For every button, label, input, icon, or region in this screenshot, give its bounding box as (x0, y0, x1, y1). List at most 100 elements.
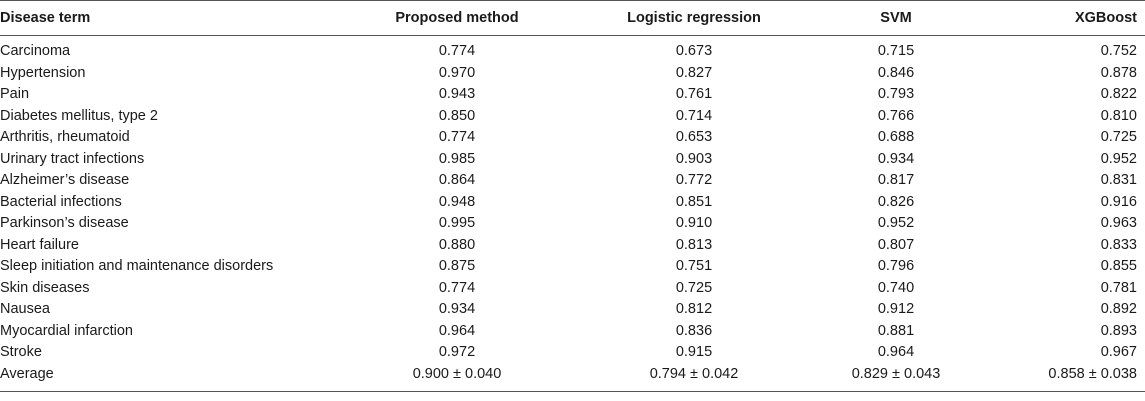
cell-svm: 0.846 (877, 64, 915, 81)
cell-svm: 0.796 (877, 258, 915, 274)
cell-xgboost: 0.752 (1100, 43, 1137, 59)
header-logistic-regression: Logistic regression (584, 0, 804, 36)
cell-logistic-regression: 0.915 (675, 344, 713, 360)
cell-proposed-method: 0.970 (438, 64, 476, 81)
table-row: Hypertension 0.970 0.827 0.846 0.878 (0, 63, 1145, 85)
cell-svm: 0.934 (877, 150, 915, 167)
table-row-average: Average 0.900 ± 0.040 0.794 ± 0.042 0.829 ±… (0, 364, 1145, 392)
cell-logistic-regression: 0.851 (675, 193, 713, 210)
cell-disease-term: Urinary tract infections (0, 150, 145, 167)
cell-logistic-regression: 0.751 (675, 258, 713, 274)
header-row: Disease term Proposed method Logistic re… (0, 0, 1145, 36)
table-row: Alzheimer’s disease 0.864 0.772 0.817 0.831 (0, 170, 1145, 192)
cell-xgboost: 0.893 (1100, 322, 1137, 339)
table-row: Urinary tract infections 0.985 0.903 0.934 0… (0, 149, 1145, 171)
table-row: Sleep initiation and maintenance disorde… (0, 256, 1145, 278)
table-body: Carcinoma 0.774 0.673 0.715 0.752 Hypertensio… (0, 36, 1145, 392)
header-xgboost: XGBoost (988, 0, 1145, 36)
table-row: Parkinson’s disease 0.995 0.910 0.952 0.963 (0, 213, 1145, 235)
cell-xgboost: 0.822 (1100, 86, 1137, 102)
cell-logistic-regression: 0.673 (675, 43, 713, 59)
cell-svm: 0.766 (877, 107, 915, 124)
cell-logistic-regression: 0.725 (675, 279, 713, 296)
header-proposed-method: Proposed method (330, 0, 584, 36)
table-row: Diabetes mellitus, type 2 0.850 0.714 0.766… (0, 106, 1145, 128)
table-row: Heart failure 0.880 0.813 0.807 0.833 (0, 235, 1145, 257)
cell-proposed-method: 0.774 (438, 129, 476, 145)
cell-svm: 0.826 (877, 193, 915, 210)
cell-svm: 0.912 (877, 301, 915, 317)
cell-xgboost: 0.833 (1100, 236, 1137, 253)
table-row: Nausea 0.934 0.812 0.912 0.892 (0, 299, 1145, 321)
cell-disease-term: Nausea (0, 301, 50, 317)
table-row: Arthritis, rheumatoid 0.774 0.653 0.688 0.72… (0, 127, 1145, 149)
cell-xgboost: 0.810 (1100, 107, 1137, 124)
cell-disease-term: Parkinson’s disease (0, 215, 129, 231)
cell-logistic-regression: 0.794 ± 0.042 (649, 365, 739, 382)
cell-xgboost: 0.916 (1100, 193, 1137, 210)
cell-proposed-method: 0.864 (438, 172, 476, 188)
cell-svm: 0.793 (877, 86, 915, 102)
cell-svm: 0.715 (877, 43, 915, 59)
cell-proposed-method: 0.995 (438, 215, 476, 231)
cell-proposed-method: 0.934 (438, 301, 476, 317)
cell-disease-term: Diabetes mellitus, type 2 (0, 107, 158, 124)
cell-svm: 0.807 (877, 236, 915, 253)
cell-svm: 0.952 (877, 215, 915, 231)
table-row: Myocardial infarction 0.964 0.836 0.881 0.89… (0, 321, 1145, 343)
table-row: Bacterial infections 0.948 0.851 0.826 0.916 (0, 192, 1145, 214)
cell-disease-term: Pain (0, 86, 30, 102)
cell-disease-term: Sleep initiation and maintenance disorde… (0, 258, 274, 274)
cell-proposed-method: 0.972 (438, 344, 476, 360)
cell-xgboost: 0.725 (1100, 129, 1137, 145)
cell-xgboost: 0.892 (1100, 301, 1137, 317)
cell-xgboost: 0.878 (1100, 64, 1137, 81)
cell-logistic-regression: 0.761 (675, 86, 713, 102)
cell-disease-term: Myocardial infarction (0, 322, 133, 339)
cell-logistic-regression: 0.910 (675, 215, 713, 231)
table-row: Stroke 0.972 0.915 0.964 0.967 (0, 342, 1145, 364)
cell-disease-term: Carcinoma (0, 43, 71, 59)
cell-svm: 0.964 (877, 344, 915, 360)
cell-xgboost: 0.831 (1100, 172, 1137, 188)
cell-logistic-regression: 0.903 (675, 150, 713, 167)
cell-svm: 0.881 (877, 322, 915, 339)
cell-logistic-regression: 0.827 (675, 64, 713, 81)
cell-logistic-regression: 0.772 (675, 172, 713, 188)
cell-proposed-method: 0.985 (438, 150, 476, 167)
cell-logistic-regression: 0.836 (675, 322, 713, 339)
table-row: Pain 0.943 0.761 0.793 0.822 (0, 84, 1145, 106)
cell-proposed-method: 0.850 (438, 107, 476, 124)
cell-xgboost: 0.967 (1100, 344, 1137, 360)
results-table: Disease term Proposed method Logistic re… (0, 0, 1145, 392)
table-row: Skin diseases 0.774 0.725 0.740 0.781 (0, 278, 1145, 300)
cell-disease-term: Arthritis, rheumatoid (0, 129, 130, 145)
cell-xgboost: 0.952 (1100, 150, 1137, 167)
cell-proposed-method: 0.774 (438, 279, 476, 296)
cell-disease-term: Alzheimer’s disease (0, 172, 130, 188)
cell-logistic-regression: 0.653 (675, 129, 713, 145)
header-svm: SVM (804, 0, 988, 36)
cell-proposed-method: 0.900 ± 0.040 (412, 365, 502, 382)
header-disease-term: Disease term (0, 0, 330, 36)
cell-logistic-regression: 0.813 (675, 236, 713, 253)
table-header: Disease term Proposed method Logistic re… (0, 0, 1145, 36)
cell-svm: 0.740 (877, 279, 915, 296)
cell-proposed-method: 0.875 (438, 258, 476, 274)
cell-disease-term: Bacterial infections (0, 193, 122, 210)
cell-svm: 0.817 (877, 172, 915, 188)
cell-xgboost: 0.855 (1100, 258, 1137, 274)
cell-xgboost: 0.781 (1100, 279, 1137, 296)
cell-proposed-method: 0.948 (438, 193, 476, 210)
cell-xgboost: 0.858 ± 0.038 (1048, 365, 1137, 382)
cell-svm: 0.829 ± 0.043 (851, 365, 941, 382)
cell-logistic-regression: 0.812 (675, 301, 713, 317)
cell-disease-term: Heart failure (0, 236, 79, 253)
cell-proposed-method: 0.880 (438, 236, 476, 253)
cell-logistic-regression: 0.714 (675, 107, 713, 124)
cell-proposed-method: 0.774 (438, 43, 476, 59)
table-row: Carcinoma 0.774 0.673 0.715 0.752 (0, 36, 1145, 63)
cell-proposed-method: 0.943 (438, 86, 476, 102)
cell-disease-term: Hypertension (0, 64, 86, 81)
cell-disease-term: Average (0, 365, 54, 382)
